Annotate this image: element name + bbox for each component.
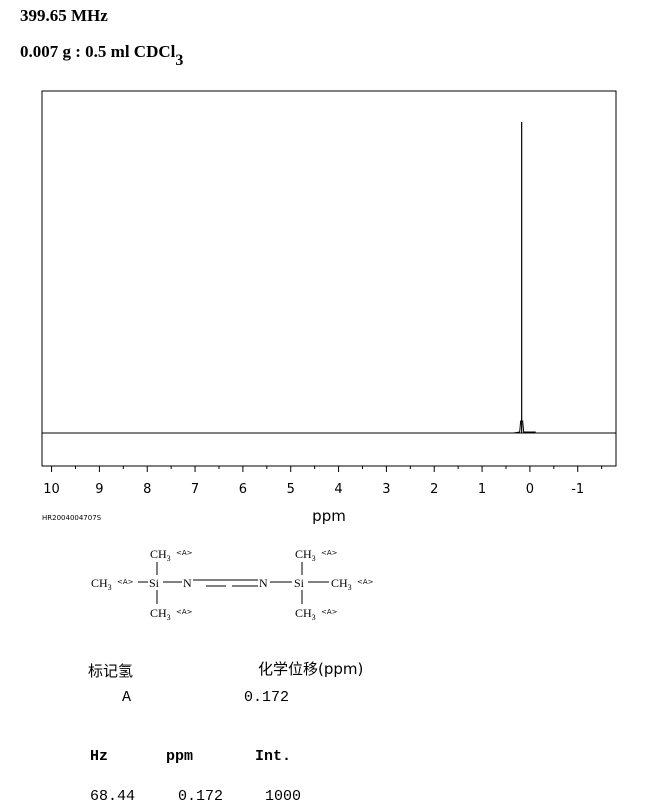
si-right: Si <box>294 576 305 590</box>
assignment-shift-header: 化学位移(ppm) <box>258 660 364 678</box>
right-si-group: N CH3 <A> Si CH3 <A> CH3 <A> <box>259 547 374 622</box>
x-tick-label: 7 <box>191 482 199 497</box>
plot-frame <box>41 90 617 467</box>
tag-top-right: <A> <box>321 549 338 557</box>
ch3-right: CH3 <box>331 576 352 592</box>
ch3-bottom-left: CH3 <box>150 606 171 622</box>
peak-table-header-ppm: ppm <box>166 748 194 765</box>
n-left: N <box>183 576 192 590</box>
tag-right: <A> <box>357 578 374 586</box>
x-tick-label: 9 <box>95 482 103 497</box>
sample-text: 0.007 g : 0.5 ml CDCl <box>20 42 176 61</box>
x-tick-label: 2 <box>430 482 438 497</box>
spectrometer-frequency: 399.65 MHz <box>20 6 108 25</box>
spectrum-code: HR2004004707S <box>42 514 102 522</box>
peak-table-row-int: 1000 <box>265 788 302 805</box>
x-axis-tick-labels: 10 9 8 7 6 5 4 3 2 1 0 -1 <box>43 482 584 497</box>
sample-subscript: 3 <box>175 52 184 69</box>
x-tick-label: 3 <box>382 482 390 497</box>
ch3-left: CH3 <box>91 576 112 592</box>
peak-table-row-ppm: 0.172 <box>178 788 224 805</box>
nmr-spectrum-chart: 10 9 8 7 6 5 4 3 2 1 0 -1 ppm HR2004004707S <box>41 90 617 525</box>
assignment-row-shift: 0.172 <box>244 689 290 706</box>
x-axis-ticks <box>51 466 603 472</box>
x-tick-label: 5 <box>287 482 295 497</box>
x-tick-label: 4 <box>334 482 342 497</box>
tag-left: <A> <box>117 578 134 586</box>
ch3-top-right: CH3 <box>295 547 316 563</box>
spectrum-peak-base <box>513 420 536 434</box>
x-tick-label: -1 <box>571 482 584 497</box>
x-tick-label: 0 <box>526 482 534 497</box>
si-left: Si <box>149 576 160 590</box>
tag-bottom-left: <A> <box>176 608 193 616</box>
x-axis-label: ppm <box>312 507 346 525</box>
sample-description: 0.007 g : 0.5 ml CDCl3 <box>20 42 183 70</box>
assignment-label-header: 标记氢 <box>88 662 134 680</box>
x-tick-label: 6 <box>239 482 247 497</box>
left-si-group: CH3 <A> CH3 <A> Si N CH3 <A> <box>91 547 193 622</box>
peak-table-header-hz: Hz <box>90 748 109 765</box>
spectrum-peaks <box>513 122 536 434</box>
tag-bottom-right: <A> <box>321 608 338 616</box>
x-tick-label: 1 <box>478 482 486 497</box>
tag-top-left: <A> <box>176 549 193 557</box>
x-tick-label: 8 <box>143 482 151 497</box>
x-tick-label: 10 <box>43 482 60 497</box>
ch3-top-left: CH3 <box>150 547 171 563</box>
peak-table-header-int: Int. <box>255 748 292 765</box>
n-right: N <box>259 576 268 590</box>
ch3-bottom-right: CH3 <box>295 606 316 622</box>
assignment-row-label: A <box>122 689 132 706</box>
peak-table-row-hz: 68.44 <box>90 788 136 805</box>
